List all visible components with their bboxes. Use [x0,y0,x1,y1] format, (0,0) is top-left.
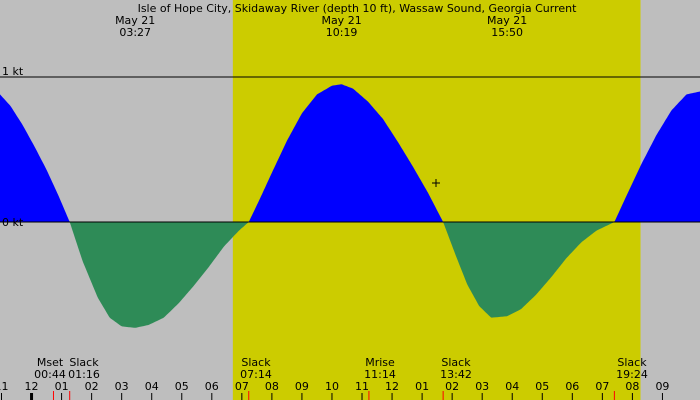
event-labels: Mset00:44Slack01:16Slack07:14Mrise11:14S… [34,356,648,400]
event-time-5: 19:24 [616,368,648,381]
x-tick-label-17: 04 [505,380,519,393]
x-tick-label-14: 01 [415,380,429,393]
crosshair-cursor-icon [432,179,440,187]
top-date-label-0: May 21 [115,14,155,27]
top-time-label-1: 10:19 [326,26,358,39]
top-date-label-1: May 21 [321,14,361,27]
flood-area [0,84,700,222]
ebb-area [0,222,700,328]
x-tick-label-10: 09 [295,380,309,393]
x-tick-label-13: 12 [385,380,399,393]
x-tick-label-4: 03 [115,380,129,393]
x-tick-label-21: 08 [625,380,639,393]
event-name-4: Slack [441,356,471,369]
top-date-label-2: May 21 [487,14,527,27]
event-name-2: Slack [241,356,271,369]
chart-title: Isle of Hope City, Skidaway River (depth… [138,2,578,15]
event-time-2: 07:14 [240,368,272,381]
event-name-5: Slack [617,356,647,369]
y-tick-label-1kt: 1 kt [2,65,24,78]
x-tick-label-0: 11 [0,380,9,393]
x-tick-label-5: 04 [145,380,159,393]
x-tick-label-16: 03 [475,380,489,393]
x-tick-label-3: 02 [85,380,99,393]
x-tick-label-15: 02 [445,380,459,393]
top-time-label-0: 03:27 [119,26,151,39]
top-time-label-2: 15:50 [491,26,523,39]
x-tick-label-19: 06 [565,380,579,393]
event-name-1: Slack [69,356,99,369]
x-tick-label-9: 08 [265,380,279,393]
x-tick-label-6: 05 [175,380,189,393]
event-time-0: 00:44 [34,368,66,381]
x-tick-label-22: 09 [655,380,669,393]
x-tick-label-2: 01 [55,380,69,393]
x-tick-label-8: 07 [235,380,249,393]
current-areas [0,84,700,328]
x-tick-label-18: 05 [535,380,549,393]
y-tick-label-0kt: 0 kt [2,216,24,229]
event-name-0: Mset [37,356,64,369]
x-tick-label-1: 12 [25,380,39,393]
event-name-3: Mrise [365,356,395,369]
event-time-3: 11:14 [364,368,396,381]
x-tick-label-12: 11 [355,380,369,393]
x-tick-label-7: 06 [205,380,219,393]
x-tick-label-11: 10 [325,380,339,393]
x-tick-label-20: 07 [595,380,609,393]
event-time-4: 13:42 [440,368,472,381]
x-axis-ticks: 11 12 01 02 03 04 05 06 07 08 09 10 11 12 01 02 03 04 05 06… [0,380,669,400]
event-time-1: 01:16 [68,368,100,381]
